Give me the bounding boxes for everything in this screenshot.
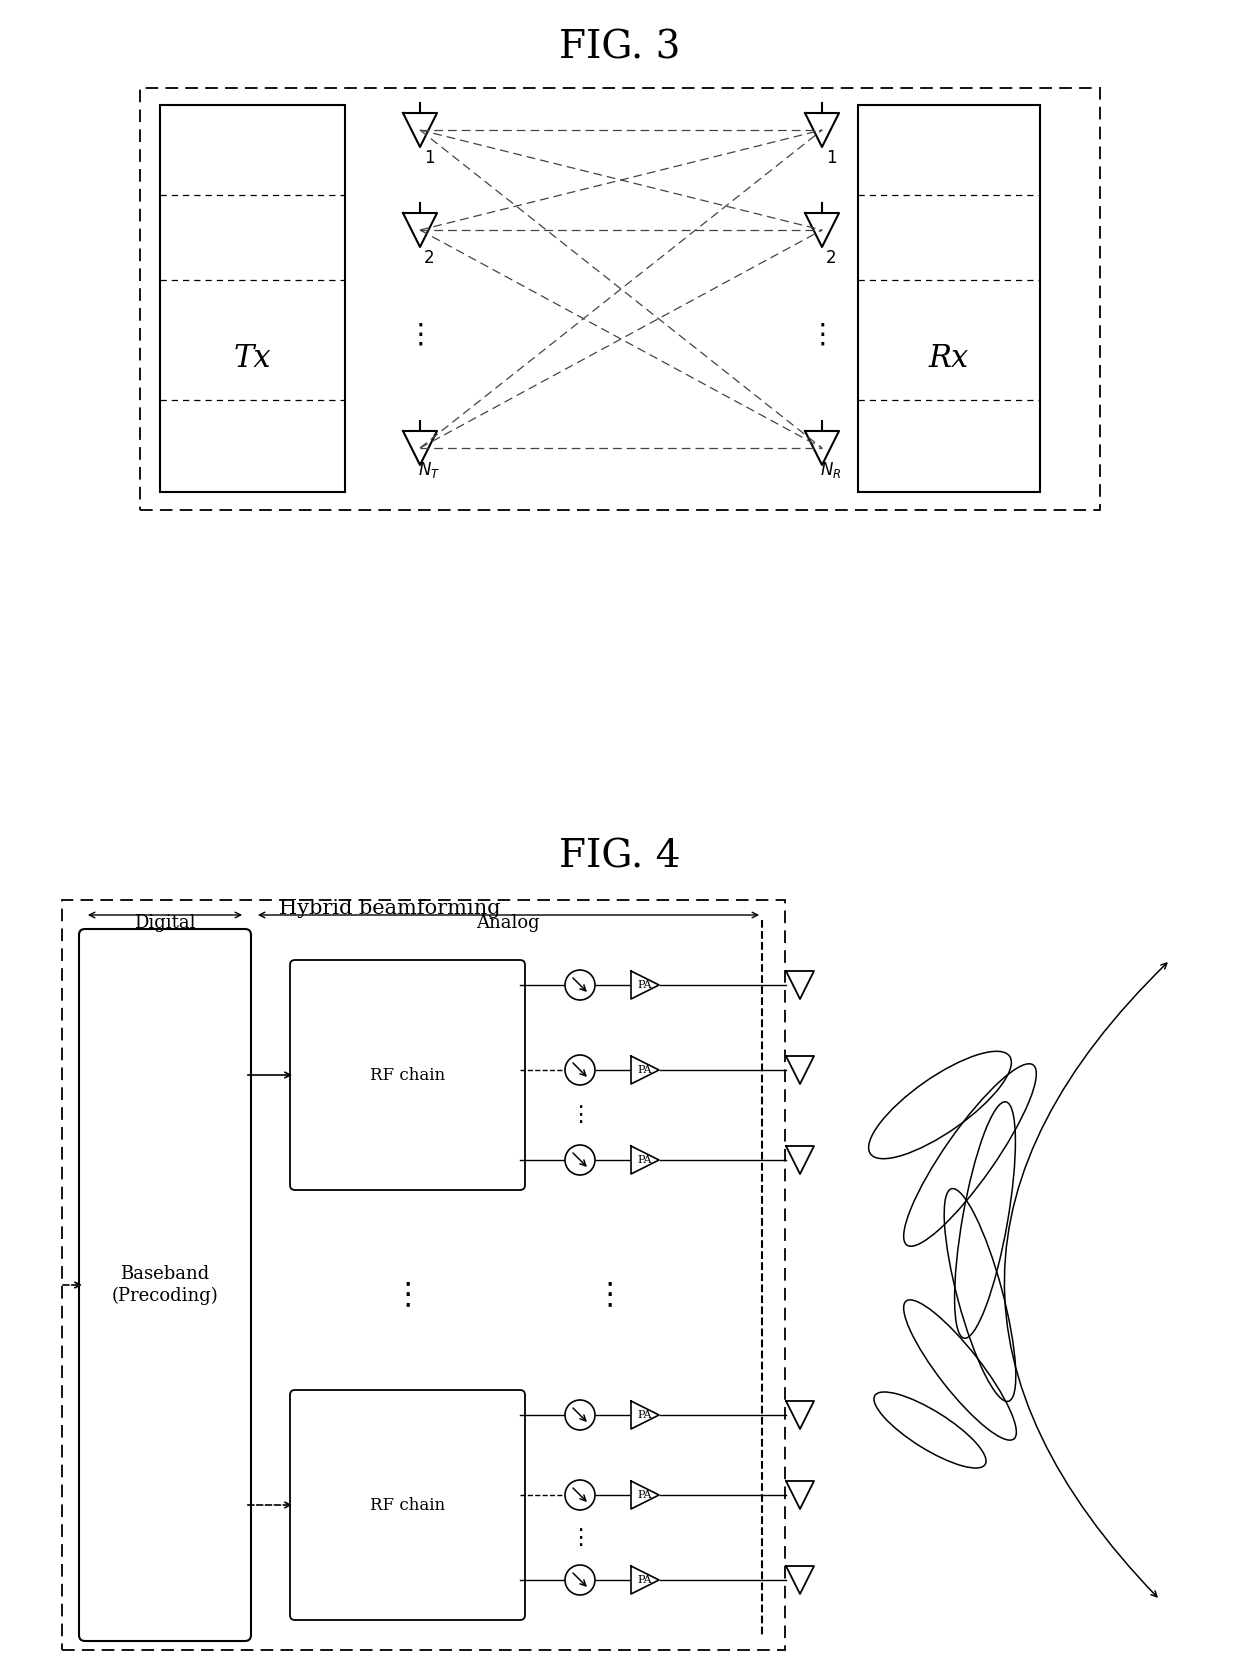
- Text: PA: PA: [637, 1574, 652, 1584]
- Text: 1: 1: [424, 149, 435, 167]
- Polygon shape: [631, 970, 658, 999]
- Circle shape: [565, 1564, 595, 1594]
- Bar: [160, 105, 345, 492]
- Text: ⋮: ⋮: [569, 1527, 591, 1548]
- Bar: [62, 900, 785, 1650]
- Text: 2: 2: [826, 249, 837, 268]
- Text: PA: PA: [637, 1491, 652, 1501]
- Text: Digital: Digital: [134, 913, 196, 932]
- Text: RF chain: RF chain: [370, 1497, 445, 1514]
- Text: RF chain: RF chain: [370, 1066, 445, 1084]
- Circle shape: [565, 1056, 595, 1086]
- Text: 1: 1: [826, 149, 837, 167]
- Text: $N_R$: $N_R$: [820, 460, 842, 480]
- Circle shape: [565, 1144, 595, 1174]
- Text: ⋮: ⋮: [392, 1280, 423, 1310]
- Text: FIG. 4: FIG. 4: [559, 838, 681, 875]
- Polygon shape: [631, 1566, 658, 1594]
- Bar: [858, 105, 1040, 492]
- Text: Tx: Tx: [233, 343, 272, 375]
- Text: ⋮: ⋮: [808, 321, 836, 350]
- Text: 2: 2: [424, 249, 435, 268]
- Text: Hybrid beamforming: Hybrid beamforming: [279, 898, 501, 917]
- Text: Baseband
(Precoding): Baseband (Precoding): [112, 1265, 218, 1305]
- Polygon shape: [631, 1400, 658, 1429]
- Text: PA: PA: [637, 980, 652, 990]
- Text: PA: PA: [637, 1066, 652, 1076]
- Circle shape: [565, 1400, 595, 1430]
- Text: $N_T$: $N_T$: [418, 460, 440, 480]
- Polygon shape: [631, 1481, 658, 1509]
- Polygon shape: [631, 1056, 658, 1084]
- Text: PA: PA: [637, 1410, 652, 1420]
- Text: Rx: Rx: [929, 343, 970, 375]
- Circle shape: [565, 970, 595, 1000]
- Text: FIG. 3: FIG. 3: [559, 30, 681, 67]
- Polygon shape: [631, 1146, 658, 1174]
- Bar: [140, 89, 1100, 510]
- Text: ⋮: ⋮: [569, 1104, 591, 1124]
- Text: ⋮: ⋮: [595, 1280, 625, 1310]
- Text: ⋮: ⋮: [407, 321, 434, 350]
- Circle shape: [565, 1481, 595, 1511]
- Text: PA: PA: [637, 1154, 652, 1164]
- Text: Analog: Analog: [476, 913, 539, 932]
